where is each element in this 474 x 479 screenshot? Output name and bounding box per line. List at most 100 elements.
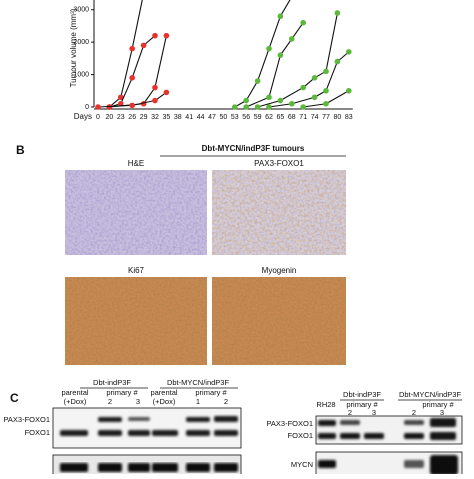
series-segment <box>257 48 270 82</box>
data-point <box>152 97 158 104</box>
x-tick-label: 26 <box>128 114 136 121</box>
series-segment <box>245 96 270 108</box>
series-segment <box>132 99 156 106</box>
series-layer <box>95 0 352 110</box>
series-segment <box>268 16 281 49</box>
lane-label: primary # <box>422 400 454 409</box>
lane-label: 3 <box>372 408 376 417</box>
x-tick-label: 68 <box>288 114 296 121</box>
lane-label: primary # <box>195 388 227 397</box>
x-tick-label: 65 <box>277 114 285 121</box>
x-tick-label: 29 <box>140 114 148 121</box>
x-tick-label: 35 <box>163 114 171 121</box>
data-point <box>140 42 147 49</box>
data-point <box>95 104 101 110</box>
x-tick-label: 38 <box>174 114 182 121</box>
series-segment <box>257 99 281 108</box>
series-segment <box>279 0 291 17</box>
x-tick-label: 83 <box>345 114 353 121</box>
data-point <box>232 104 238 110</box>
series-segment <box>268 54 281 98</box>
data-point <box>266 94 272 101</box>
row-label: PAX3-FOXO1 <box>3 415 50 424</box>
lane-label: parental <box>150 388 177 397</box>
data-point <box>254 104 261 110</box>
series-segment <box>154 35 167 88</box>
panel-label: C <box>10 391 19 405</box>
histology-he <box>65 170 207 255</box>
series-segment <box>120 48 133 98</box>
series-segment <box>325 61 338 91</box>
data-point <box>254 78 261 84</box>
data-point <box>323 87 329 94</box>
x-tick-label: 71 <box>299 114 307 121</box>
row-label: FOXO1 <box>25 428 50 437</box>
data-point <box>346 49 352 55</box>
series-segment <box>279 38 293 56</box>
x-tick-label: 77 <box>322 114 330 121</box>
panel-label: B <box>16 143 25 157</box>
lane-label: 2 <box>412 408 416 417</box>
blot-right <box>315 415 463 478</box>
data-point <box>118 94 124 101</box>
x-tick-label: 32 <box>151 114 159 121</box>
data-point <box>243 104 249 110</box>
group-label: Dbt-indP3F <box>93 378 131 387</box>
lane-label: 1 <box>196 397 200 406</box>
x-tick-label: 47 <box>208 114 216 121</box>
data-point <box>346 87 352 94</box>
data-point <box>266 45 272 52</box>
x-tick-label: 50 <box>220 114 228 121</box>
row-label: FOXO1 <box>288 431 313 440</box>
x-tick-label: 44 <box>197 114 205 121</box>
x-tick-label: 59 <box>254 114 262 121</box>
series-segment <box>325 12 338 72</box>
data-point <box>300 84 307 91</box>
series-segment <box>143 87 156 105</box>
x-tick-label: 23 <box>117 114 125 121</box>
y-tick-label: 3000 <box>73 7 89 14</box>
data-point <box>323 100 329 107</box>
data-point <box>118 100 124 107</box>
data-point <box>163 32 170 39</box>
lane-label: 3 <box>440 408 444 417</box>
data-point <box>323 68 329 75</box>
series-segment <box>291 96 315 105</box>
data-point <box>334 58 341 65</box>
x-tick-label: 80 <box>334 114 342 121</box>
lane-label: primary # <box>106 388 138 397</box>
lane-label: (+Dox) <box>153 397 176 406</box>
x-tick-label: 56 <box>242 114 250 121</box>
image-label: Ki67 <box>128 266 145 275</box>
data-point <box>152 32 158 39</box>
series-segment <box>245 80 259 101</box>
histology-ki67 <box>65 277 207 365</box>
data-point <box>266 104 272 110</box>
blot-left <box>52 407 242 478</box>
x-axis-label: Days <box>74 112 92 121</box>
data-point <box>289 100 295 107</box>
x-tick-label: 0 <box>96 114 100 121</box>
data-point <box>300 104 307 110</box>
x-tick-label: 53 <box>231 114 239 121</box>
y-tick-label: 2000 <box>73 39 89 46</box>
y-tick-label: 0 <box>85 104 89 111</box>
series-segment <box>280 87 304 101</box>
data-point <box>243 97 249 104</box>
lane-label: 3 <box>136 397 140 406</box>
series-segment <box>131 0 143 49</box>
data-point <box>277 97 284 104</box>
x-tick-label: 62 <box>265 114 273 121</box>
data-point <box>311 94 318 101</box>
x-tick-label: 74 <box>311 114 319 121</box>
image-label: PAX3-FOXO1 <box>254 159 304 168</box>
data-point <box>334 10 341 16</box>
data-point <box>277 52 284 58</box>
plot: 0 1000 2000 3000 0 20 23 26 29 32 35 38 41 44 47 50 53 56… <box>73 0 353 121</box>
row-label: PAX3-FOXO1 <box>266 419 313 428</box>
data-point <box>300 19 307 26</box>
y-axis-label: Tumour volume (mm³) <box>69 8 78 87</box>
image-label: Myogenin <box>262 266 297 275</box>
